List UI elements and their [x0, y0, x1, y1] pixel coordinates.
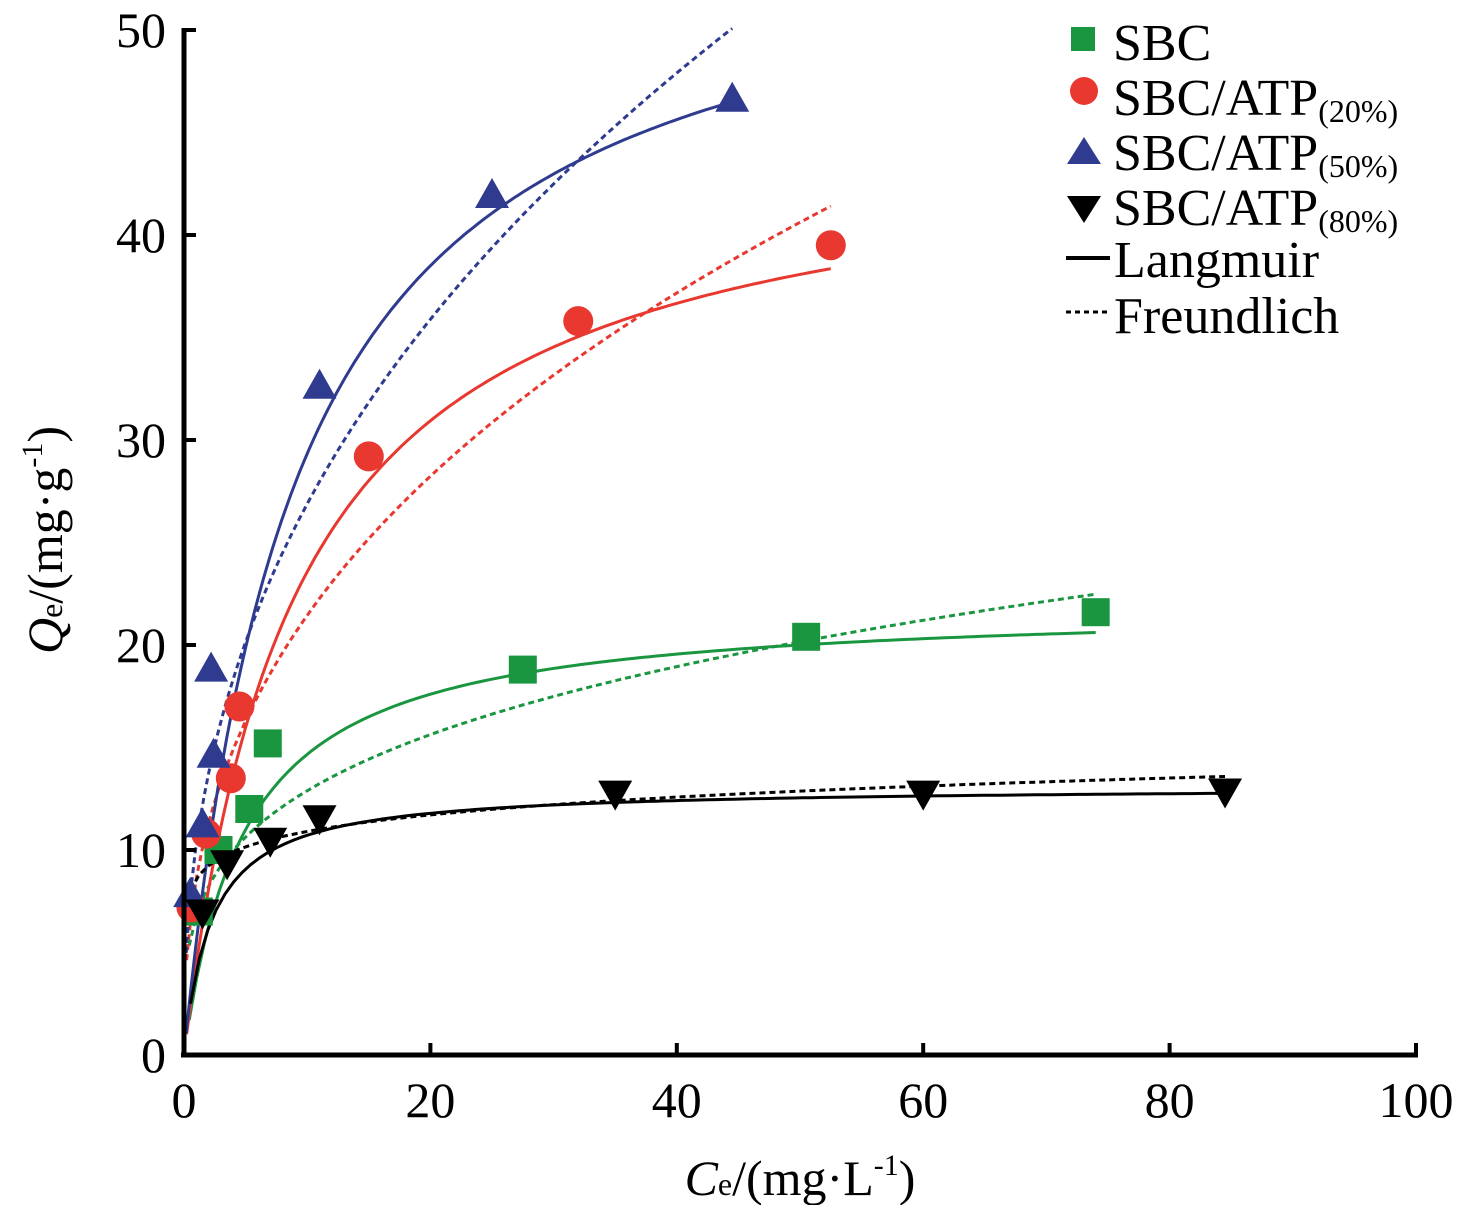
- x-axis-label: Ce/(mg·L-1): [685, 1149, 916, 1205]
- legend-item-sbc-atp-50: SBC/ATP(50%): [1067, 125, 1398, 184]
- y-tick-label-3: 30: [116, 412, 166, 468]
- freundlich-curve-0: [187, 592, 1096, 946]
- legend: SBC SBC/ATP(20%) SBC/ATP(50%) SBC/ATP(80…: [1066, 15, 1398, 345]
- langmuir-curve-0: [187, 631, 1096, 1021]
- legend-label-sbc-atp-80: SBC/ATP(80%): [1113, 180, 1398, 239]
- legend-name-sbc-atp-80: SBC/ATP: [1113, 180, 1318, 237]
- data-point-s3-0: [185, 899, 220, 930]
- y-axis-label-superscript: -1: [16, 443, 49, 468]
- legend-name-sbc-atp-50: SBC/ATP: [1113, 125, 1318, 182]
- legend-name-sbc: SBC: [1113, 15, 1211, 72]
- legend-marker-sbc-atp-20: [1070, 77, 1098, 105]
- data-point-s1-3: [224, 691, 255, 722]
- data-point-s0-6: [1081, 598, 1110, 627]
- x-tick-label-3: 60: [898, 1072, 948, 1128]
- data-point-s1-2: [215, 763, 246, 794]
- legend-item-sbc-atp-20: SBC/ATP(20%): [1070, 70, 1398, 129]
- y-tick-label-5: 50: [116, 2, 166, 58]
- data-point-s2-4: [302, 368, 337, 399]
- legend-item-freundlich: Freundlich: [1066, 288, 1339, 345]
- x-tick-label-0: 0: [172, 1072, 197, 1128]
- y-tick-label-1: 10: [116, 822, 166, 878]
- data-point-s2-6: [715, 81, 750, 112]
- x-tick-label-4: 80: [1145, 1072, 1195, 1128]
- y-axis-label: Qe/(mg·g-1): [16, 426, 73, 654]
- data-point-s3-3: [302, 805, 337, 836]
- data-point-s3-4: [598, 780, 633, 811]
- data-point-s0-2: [235, 795, 264, 823]
- x-axis-label-subscript: e: [718, 1166, 732, 1202]
- data-point-s2-1: [185, 807, 220, 838]
- legend-marker-sbc: [1071, 27, 1095, 51]
- y-axis-label-unit: /(mg·g: [17, 468, 73, 604]
- y-tick-label-2: 20: [116, 617, 166, 673]
- axes: [181, 28, 1418, 1058]
- legend-item-sbc-atp-80: SBC/ATP(80%): [1067, 180, 1398, 239]
- x-axis-label-superscript: -1: [874, 1149, 899, 1182]
- x-tick-label-2: 40: [652, 1072, 702, 1128]
- data-point-s3-6: [1208, 778, 1243, 809]
- data-point-s1-6: [815, 230, 846, 261]
- data-point-s2-2: [196, 737, 231, 768]
- data-point-s0-4: [508, 655, 537, 684]
- freundlich-curve-1: [185, 204, 832, 961]
- langmuir-curve-1: [185, 267, 832, 1035]
- legend-marker-sbc-atp-80: [1067, 196, 1101, 223]
- legend-marker-sbc-atp-50: [1067, 137, 1101, 164]
- data-point-s0-5: [792, 622, 821, 651]
- data-point-s2-3: [194, 651, 229, 682]
- data-point-s3-1: [210, 850, 245, 881]
- y-axis-label-close: ): [17, 426, 73, 443]
- freundlich-curve-2: [184, 27, 734, 954]
- y-tick-label-4: 40: [116, 207, 166, 263]
- data-point-s3-5: [906, 780, 941, 811]
- y-axis-label-subscript: e: [33, 604, 69, 618]
- legend-item-langmuir: Langmuir: [1066, 232, 1319, 289]
- legend-name-sbc-atp-20: SBC/ATP: [1113, 70, 1318, 127]
- data-point-s3-2: [253, 827, 288, 858]
- x-axis-label-symbol: C: [685, 1150, 719, 1205]
- x-tick-label-5: 100: [1379, 1072, 1454, 1128]
- legend-suffix-sbc-atp-50: (50%): [1318, 148, 1398, 184]
- legend-suffix-sbc-atp-80: (80%): [1318, 203, 1398, 239]
- legend-suffix-sbc-atp-20: (20%): [1318, 93, 1398, 129]
- x-axis-label-unit: /(mg·L: [732, 1150, 874, 1205]
- y-axis-label-symbol: Q: [17, 618, 73, 654]
- legend-label-freundlich: Freundlich: [1114, 288, 1339, 345]
- data-point-s2-5: [475, 178, 509, 209]
- tick-labels: 0 20 40 60 80 100 0 10 20 30 40 50: [116, 2, 1454, 1128]
- fit-curves: [184, 27, 1226, 1035]
- y-tick-label-0: 0: [141, 1027, 166, 1083]
- langmuir-curve-3: [189, 791, 1226, 1004]
- data-point-s1-4: [353, 441, 384, 472]
- legend-label-sbc: SBC: [1113, 15, 1211, 72]
- x-tick-label-1: 20: [405, 1072, 455, 1128]
- legend-item-sbc: SBC: [1071, 15, 1211, 72]
- data-point-s0-3: [253, 729, 282, 758]
- legend-label-sbc-atp-20: SBC/ATP(20%): [1113, 70, 1398, 129]
- legend-label-langmuir: Langmuir: [1114, 232, 1319, 289]
- legend-label-sbc-atp-50: SBC/ATP(50%): [1113, 125, 1398, 184]
- data-point-s1-5: [563, 306, 594, 337]
- x-axis-label-close: ): [899, 1150, 916, 1205]
- langmuir-curve-2: [184, 100, 733, 1034]
